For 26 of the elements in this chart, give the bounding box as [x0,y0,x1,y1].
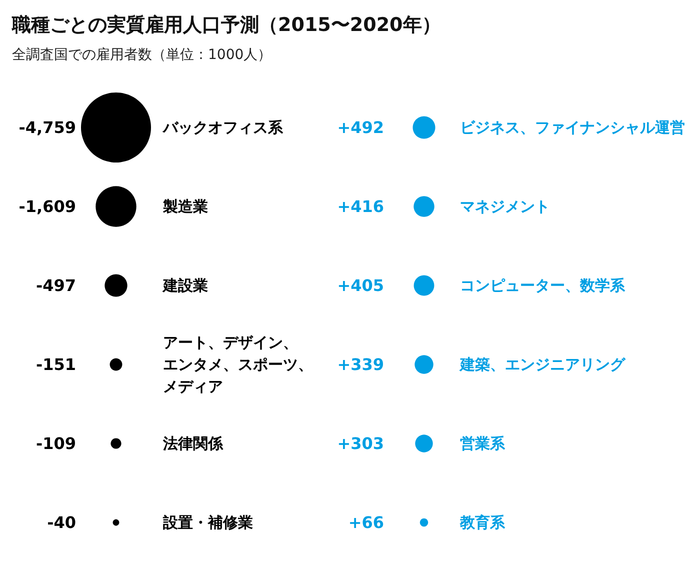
category-label: 設置・補修業 [162,514,253,532]
text: 全調査国での雇用者数（単位：1000人） [12,46,272,64]
text: 職種ごとの実質雇用人口予測（2015〜2020年） [12,13,441,38]
category-label: 建築、エンジニアリング [459,356,626,374]
data-label: -497 [36,276,76,295]
category-label: 製造業 [162,198,208,216]
category-label: 教育系 [459,514,506,532]
data-label: +66 [348,513,384,532]
category-label: 営業系 [460,434,506,452]
data-label: -4,759 [18,118,76,137]
data-label: +405 [337,276,384,295]
category-label: コンピューター、数学系 [460,276,626,294]
data-label: -151 [36,355,76,374]
category-label: マネジメント [460,198,550,216]
category-label: アート、デザイン、エンタメ、スポーツ、メディア [163,334,313,396]
data-label: -40 [47,513,76,532]
category-label: バックオフィス系 [162,118,284,136]
data-label: +303 [337,434,384,453]
data-label: +492 [337,118,384,137]
category-label: 法律関係 [162,434,224,452]
data-label: -1,609 [18,197,76,216]
data-label: -109 [36,434,76,453]
category-label: 建設業 [162,276,208,294]
category-label: ビジネス、ファイナンシャル運営 [460,118,685,136]
data-label: +416 [337,197,384,216]
data-label: +339 [337,355,384,374]
